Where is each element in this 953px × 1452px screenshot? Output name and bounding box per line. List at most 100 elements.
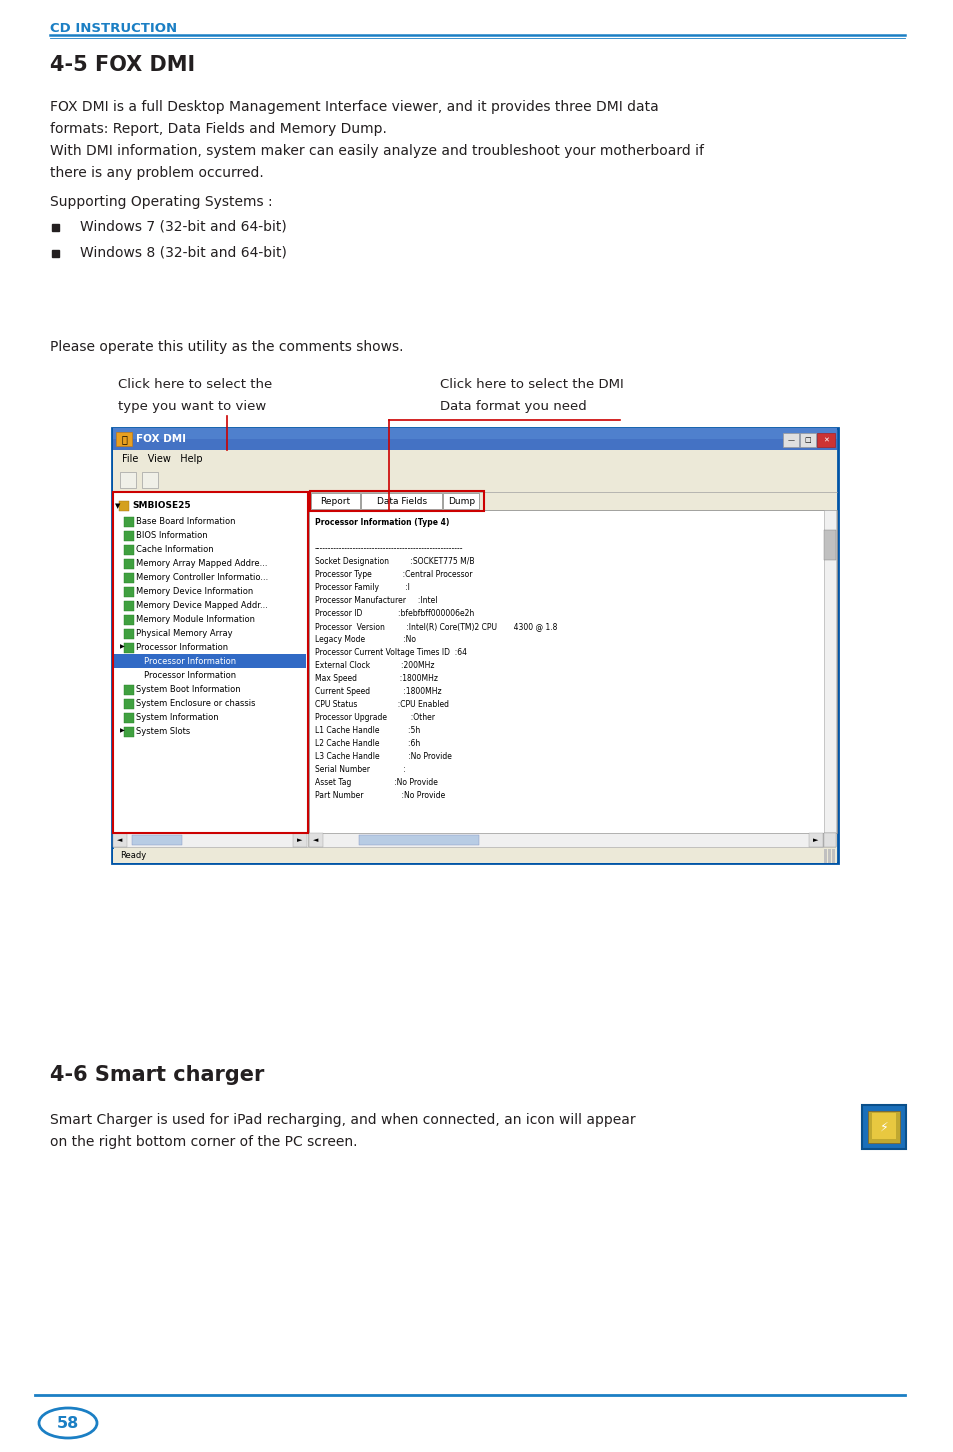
Text: there is any problem occurred.: there is any problem occurred. (50, 166, 263, 180)
Text: ►: ► (297, 836, 302, 844)
Bar (823, 849, 826, 862)
Bar (309, 510, 836, 833)
Bar (124, 713, 133, 723)
Text: ------------------------------------------------------: ----------------------------------------… (314, 544, 463, 553)
Text: System Information: System Information (136, 713, 218, 722)
Bar (132, 835, 182, 845)
Bar (823, 510, 835, 833)
Text: Memory Controller Informatio...: Memory Controller Informatio... (136, 572, 268, 581)
Text: Legacy Mode                :No: Legacy Mode :No (314, 635, 416, 645)
Ellipse shape (39, 1408, 97, 1437)
Text: □: □ (803, 437, 810, 443)
Bar (112, 468, 836, 492)
Text: BIOS Information: BIOS Information (136, 530, 208, 540)
Bar (112, 428, 837, 862)
Text: System Enclosure or chassis: System Enclosure or chassis (136, 698, 255, 707)
Text: —: — (786, 437, 794, 443)
Bar (124, 698, 133, 709)
Text: Current Speed              :1800MHz: Current Speed :1800MHz (314, 687, 441, 696)
Text: Memory Module Information: Memory Module Information (136, 614, 254, 623)
Text: Data format you need: Data format you need (439, 399, 586, 412)
Bar (124, 559, 133, 569)
Text: External Clock             :200MHz: External Clock :200MHz (314, 661, 434, 669)
Text: 4-5 FOX DMI: 4-5 FOX DMI (50, 55, 195, 76)
Text: CD INSTRUCTION: CD INSTRUCTION (50, 22, 177, 35)
Bar (124, 574, 133, 584)
Bar (862, 1105, 905, 1149)
Text: type you want to view: type you want to view (118, 399, 266, 412)
Text: Ready: Ready (120, 851, 146, 861)
Bar (823, 833, 835, 847)
Bar (310, 491, 484, 511)
Text: System Boot Information: System Boot Information (136, 684, 240, 694)
Text: Processor ID               :bfebfbff000006e2h: Processor ID :bfebfbff000006e2h (314, 608, 474, 619)
Text: SMBIOSE25: SMBIOSE25 (132, 501, 191, 511)
Text: Processor Current Voltage Times ID  :64: Processor Current Voltage Times ID :64 (314, 648, 467, 656)
Text: Processor Information: Processor Information (144, 656, 236, 665)
Bar (112, 450, 836, 468)
Text: Processor Manufacturer     :Intel: Processor Manufacturer :Intel (314, 595, 437, 605)
Text: Dump: Dump (448, 497, 475, 505)
Text: Physical Memory Array: Physical Memory Array (136, 629, 233, 637)
Text: Part Number                :No Provide: Part Number :No Provide (314, 791, 445, 800)
Bar (358, 835, 478, 845)
Text: Memory Array Mapped Addre...: Memory Array Mapped Addre... (136, 559, 267, 568)
Text: CPU Status                 :CPU Enabled: CPU Status :CPU Enabled (314, 700, 449, 709)
Bar (309, 492, 836, 510)
Text: 58: 58 (57, 1416, 79, 1430)
Text: Max Speed                  :1800MHz: Max Speed :1800MHz (314, 674, 437, 682)
Text: L3 Cache Handle            :No Provide: L3 Cache Handle :No Provide (314, 752, 452, 761)
Bar (823, 530, 835, 560)
Bar (124, 616, 133, 624)
Bar (116, 433, 132, 446)
Text: Click here to select the DMI: Click here to select the DMI (439, 378, 623, 391)
Text: Processor Information: Processor Information (136, 642, 228, 652)
Bar (113, 653, 306, 668)
Text: Windows 8 (32-bit and 64-bit): Windows 8 (32-bit and 64-bit) (80, 245, 287, 260)
Text: Processor Family           :I: Processor Family :I (314, 584, 410, 592)
Text: Supporting Operating Systems :: Supporting Operating Systems : (50, 195, 273, 209)
Bar (124, 685, 133, 696)
Text: Windows 7 (32-bit and 64-bit): Windows 7 (32-bit and 64-bit) (80, 221, 287, 234)
Text: With DMI information, system maker can easily analyze and troubleshoot your moth: With DMI information, system maker can e… (50, 144, 703, 158)
Bar (112, 833, 127, 847)
Bar (823, 833, 835, 847)
Bar (124, 643, 133, 653)
Text: Data Fields: Data Fields (376, 497, 426, 505)
Text: ▶: ▶ (120, 729, 125, 733)
Bar (311, 494, 359, 510)
Text: ▶: ▶ (120, 645, 125, 649)
Bar (124, 587, 133, 597)
Text: ◄: ◄ (313, 836, 318, 844)
Text: on the right bottom corner of the PC screen.: on the right bottom corner of the PC scr… (50, 1135, 357, 1149)
Text: ⚡: ⚡ (879, 1121, 887, 1134)
Text: Please operate this utility as the comments shows.: Please operate this utility as the comme… (50, 340, 403, 354)
Text: Memory Device Mapped Addr...: Memory Device Mapped Addr... (136, 601, 268, 610)
Bar (808, 833, 822, 847)
Text: L1 Cache Handle            :5h: L1 Cache Handle :5h (314, 726, 420, 735)
Bar (124, 544, 133, 555)
Bar (142, 472, 158, 488)
Bar (124, 629, 133, 639)
Text: Processor Upgrade          :Other: Processor Upgrade :Other (314, 713, 435, 722)
Bar (816, 433, 834, 447)
Text: File   View   Help: File View Help (122, 454, 202, 465)
Text: Smart Charger is used for iPad recharging, and when connected, an icon will appe: Smart Charger is used for iPad rechargin… (50, 1114, 635, 1127)
Bar (112, 428, 836, 439)
Bar (124, 727, 133, 738)
Bar (52, 250, 59, 257)
Text: ▼: ▼ (115, 502, 120, 510)
Text: FOX DMI: FOX DMI (136, 434, 186, 444)
Text: FOX DMI is a full Desktop Management Interface viewer, and it provides three DMI: FOX DMI is a full Desktop Management Int… (50, 100, 659, 115)
Bar (124, 517, 133, 527)
Bar (112, 492, 308, 833)
Text: ▼: ▼ (826, 836, 832, 844)
Text: System Slots: System Slots (136, 726, 190, 736)
Bar (823, 833, 835, 847)
Bar (112, 849, 836, 862)
Bar (112, 428, 836, 450)
Bar (52, 224, 59, 231)
Text: ▲: ▲ (826, 836, 832, 844)
Text: Serial Number              :: Serial Number : (314, 765, 405, 774)
Text: 4-6 Smart charger: 4-6 Smart charger (50, 1064, 264, 1085)
